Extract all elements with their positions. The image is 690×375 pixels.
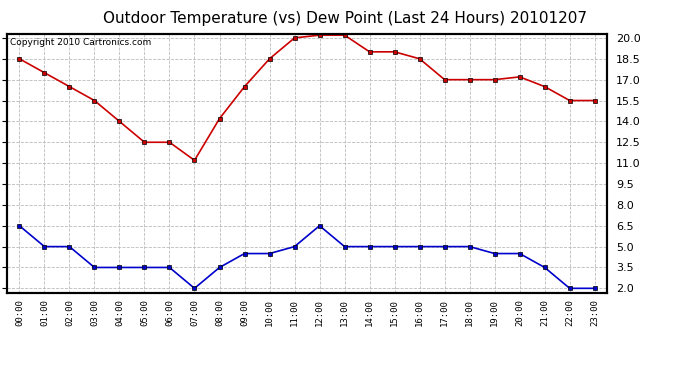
- Text: Outdoor Temperature (vs) Dew Point (Last 24 Hours) 20101207: Outdoor Temperature (vs) Dew Point (Last…: [103, 11, 587, 26]
- Text: Copyright 2010 Cartronics.com: Copyright 2010 Cartronics.com: [10, 38, 151, 46]
